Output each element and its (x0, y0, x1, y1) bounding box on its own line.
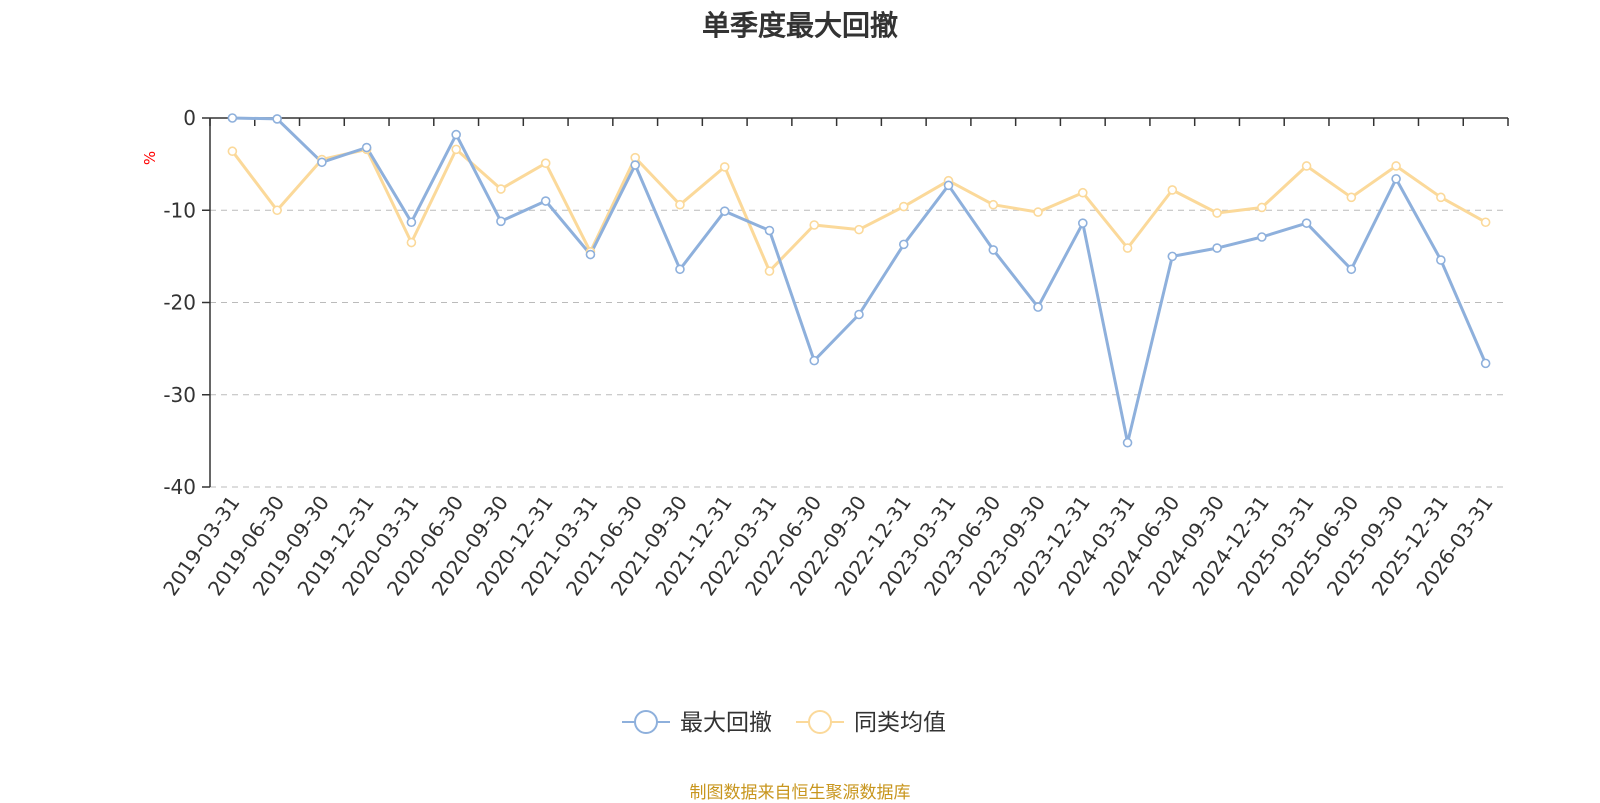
data-point-1 (540, 196, 551, 206)
data-point-1 (406, 217, 417, 228)
data-point-2 (496, 184, 506, 194)
data-point-1 (1033, 302, 1043, 312)
data-point-2 (1033, 207, 1043, 217)
data-point-1 (585, 249, 596, 260)
data-point-1 (1077, 218, 1088, 228)
series-line-1 (232, 116, 1487, 445)
data-point-2 (675, 199, 685, 210)
data-point-2 (1391, 161, 1401, 171)
data-point-1 (496, 216, 506, 227)
data-point-1 (1346, 264, 1357, 275)
data-point-2 (1480, 217, 1491, 228)
data-point-2 (1212, 208, 1222, 218)
legend-swatch-marker (634, 710, 658, 734)
data-point-2 (1077, 187, 1088, 198)
data-point-1 (1391, 174, 1401, 184)
data-point-1 (1212, 243, 1222, 253)
data-point-1 (988, 245, 999, 255)
data-point-1 (943, 180, 954, 191)
data-point-2 (1436, 192, 1446, 203)
data-point-2 (988, 199, 999, 210)
data-point-1 (1436, 255, 1446, 265)
legend-item-2[interactable]: 同类均值 (796, 710, 946, 736)
y-tick-label: -30 (163, 383, 196, 407)
data-point-1 (630, 160, 641, 170)
y-tick-label: -40 (163, 475, 196, 499)
legend-swatch-marker (808, 710, 832, 734)
data-point-1 (361, 142, 372, 153)
data-point-1 (227, 113, 238, 123)
data-point-2 (898, 201, 909, 212)
legend[interactable]: 最大回撤 同类均值 (622, 710, 946, 736)
data-point-2 (451, 144, 461, 155)
data-point-1 (451, 129, 461, 140)
data-point-2 (1346, 192, 1357, 203)
y-axis-unit-label: % (141, 151, 159, 165)
data-point-2 (1301, 161, 1312, 171)
legend-label: 同类均值 (854, 710, 946, 736)
data-point-2 (540, 158, 551, 169)
y-tick-label: -20 (163, 291, 196, 315)
data-point-1 (1167, 251, 1178, 262)
grid-layer (210, 209, 1508, 488)
line-layer (231, 116, 1487, 445)
data-point-1 (809, 355, 820, 366)
legend-item-1[interactable]: 最大回撤 (622, 710, 772, 736)
data-point-2 (764, 266, 775, 276)
y-tick-label: -10 (163, 198, 196, 222)
data-point-2 (854, 224, 864, 235)
data-source-note: 制图数据来自恒生聚源数据库 (689, 783, 911, 803)
data-point-1 (1480, 358, 1491, 369)
data-point-2 (1167, 185, 1178, 195)
data-point-1 (1122, 437, 1133, 448)
data-point-2 (1122, 243, 1133, 253)
data-point-1 (719, 206, 730, 216)
chart-title: 单季度最大回撤 (701, 9, 898, 42)
data-point-2 (406, 237, 417, 248)
data-point-1 (317, 157, 327, 168)
data-point-1 (1301, 218, 1312, 228)
data-point-1 (898, 239, 909, 250)
data-point-1 (854, 309, 864, 320)
data-point-1 (675, 264, 685, 275)
data-point-1 (764, 225, 775, 236)
data-point-1 (272, 114, 282, 124)
point-layer (227, 113, 1491, 448)
data-point-1 (1257, 232, 1267, 242)
data-point-2 (272, 205, 282, 216)
legend-label: 最大回撤 (680, 710, 772, 736)
data-point-2 (1257, 202, 1267, 213)
data-point-2 (719, 162, 730, 172)
y-tick-label: 0 (183, 106, 196, 130)
data-point-2 (227, 146, 238, 157)
data-point-2 (809, 220, 820, 230)
axis-layer: 0-10-20-30-40%2019-03-312019-06-302019-0… (141, 106, 1509, 600)
